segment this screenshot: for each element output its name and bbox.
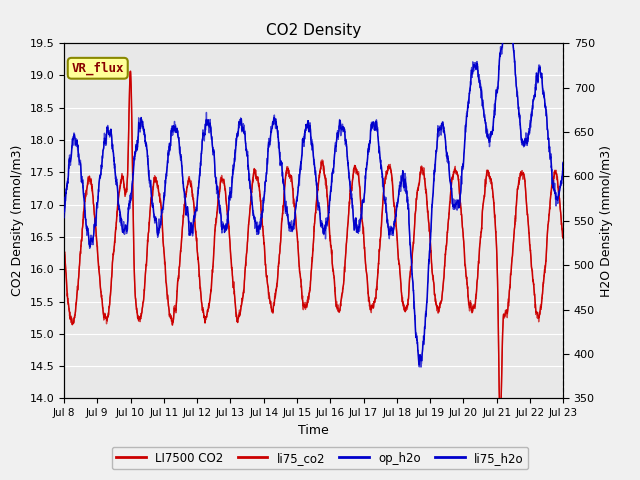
Title: CO2 Density: CO2 Density xyxy=(266,23,361,38)
Y-axis label: H2O Density (mmol/m3): H2O Density (mmol/m3) xyxy=(600,145,613,297)
Y-axis label: CO2 Density (mmol/m3): CO2 Density (mmol/m3) xyxy=(11,145,24,297)
Legend: LI7500 CO2, li75_co2, op_h2o, li75_h2o: LI7500 CO2, li75_co2, op_h2o, li75_h2o xyxy=(111,447,529,469)
X-axis label: Time: Time xyxy=(298,424,329,437)
Text: VR_flux: VR_flux xyxy=(72,61,124,75)
